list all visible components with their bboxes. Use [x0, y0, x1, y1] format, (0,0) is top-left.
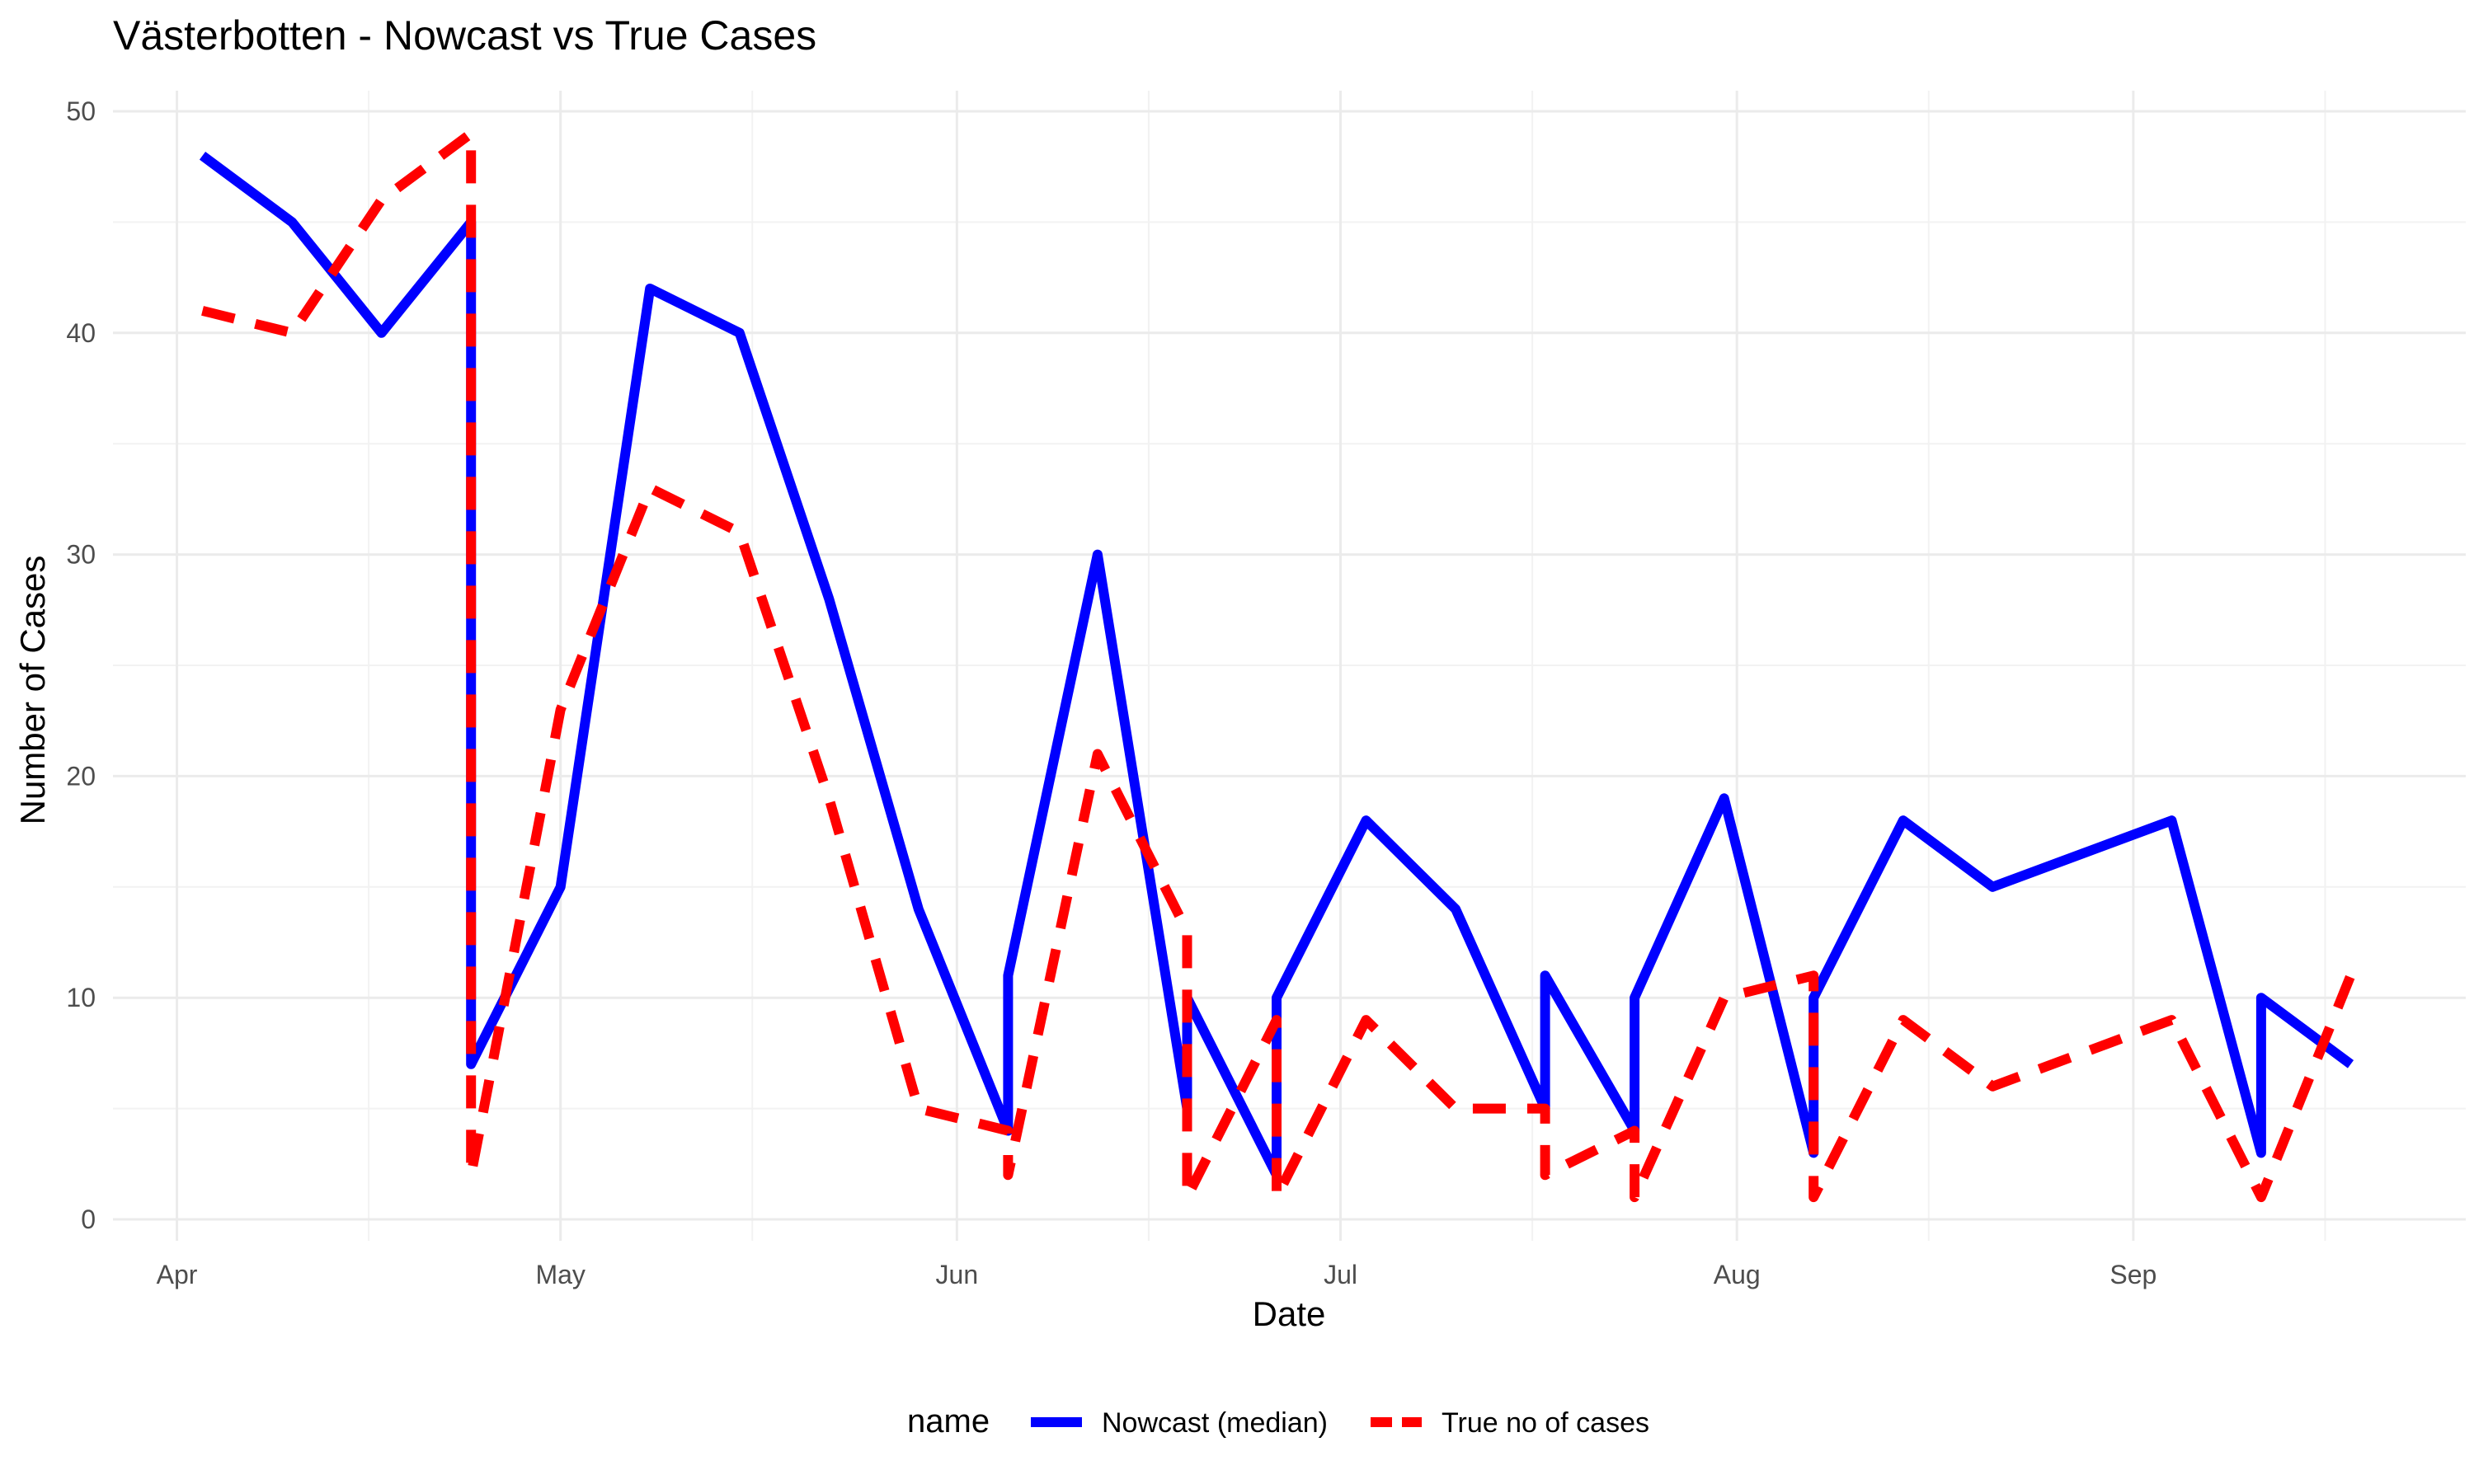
y-axis-ticks: 0 10 20 30 40 50 — [66, 96, 96, 1234]
y-tick-label: 20 — [66, 761, 96, 791]
y-tick-label: 40 — [66, 318, 96, 348]
x-tick-label: Aug — [1714, 1260, 1761, 1289]
legend-label: True no of cases — [1442, 1407, 1649, 1439]
x-tick-label: Jul — [1324, 1260, 1357, 1289]
x-tick-label: Apr — [157, 1260, 198, 1289]
legend: name Nowcast (median) True no of cases — [907, 1403, 1649, 1439]
y-axis-label: Number of Cases — [13, 556, 52, 825]
legend-title: name — [907, 1403, 990, 1439]
y-tick-label: 0 — [81, 1205, 96, 1234]
x-tick-label: May — [535, 1260, 585, 1289]
x-tick-label: Jun — [936, 1260, 979, 1289]
series-line-nowcast — [199, 151, 2354, 1181]
series-line-true-cases — [201, 128, 2356, 1203]
y-tick-label: 10 — [66, 983, 96, 1012]
x-axis-label: Date — [1253, 1294, 1326, 1333]
grid — [113, 91, 2466, 1241]
chart-title: Västerbotten - Nowcast vs True Cases — [113, 12, 816, 59]
x-tick-label: Sep — [2109, 1260, 2157, 1289]
legend-label: Nowcast (median) — [1102, 1407, 1328, 1439]
series-layer — [199, 128, 2356, 1203]
x-axis-ticks: Apr May Jun Jul Aug Sep — [157, 1260, 2157, 1289]
y-tick-label: 50 — [66, 96, 96, 126]
y-tick-label: 30 — [66, 540, 96, 570]
